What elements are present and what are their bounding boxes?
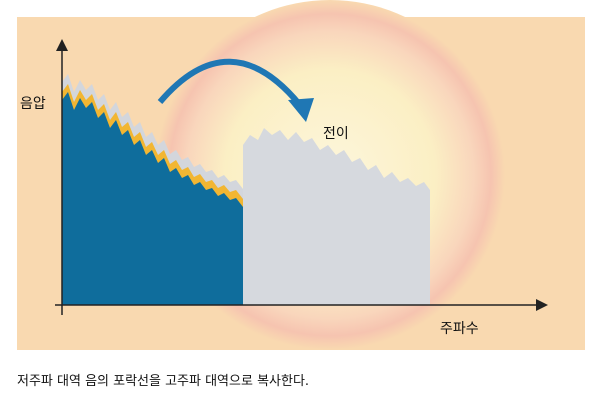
diagram: 음압 전이 주파수 xyxy=(17,0,585,350)
high-band xyxy=(243,128,430,305)
low-band xyxy=(62,92,243,305)
arrow-label: 전이 xyxy=(323,126,349,142)
y-axis-label: 음압 xyxy=(20,96,46,112)
transfer-arrow xyxy=(157,58,303,107)
caption: 저주파 대역 음의 포락선을 고주파 대역으로 복사한다. xyxy=(17,374,310,389)
x-axis-label: 주파수 xyxy=(440,321,479,337)
arrow-head xyxy=(288,98,314,122)
